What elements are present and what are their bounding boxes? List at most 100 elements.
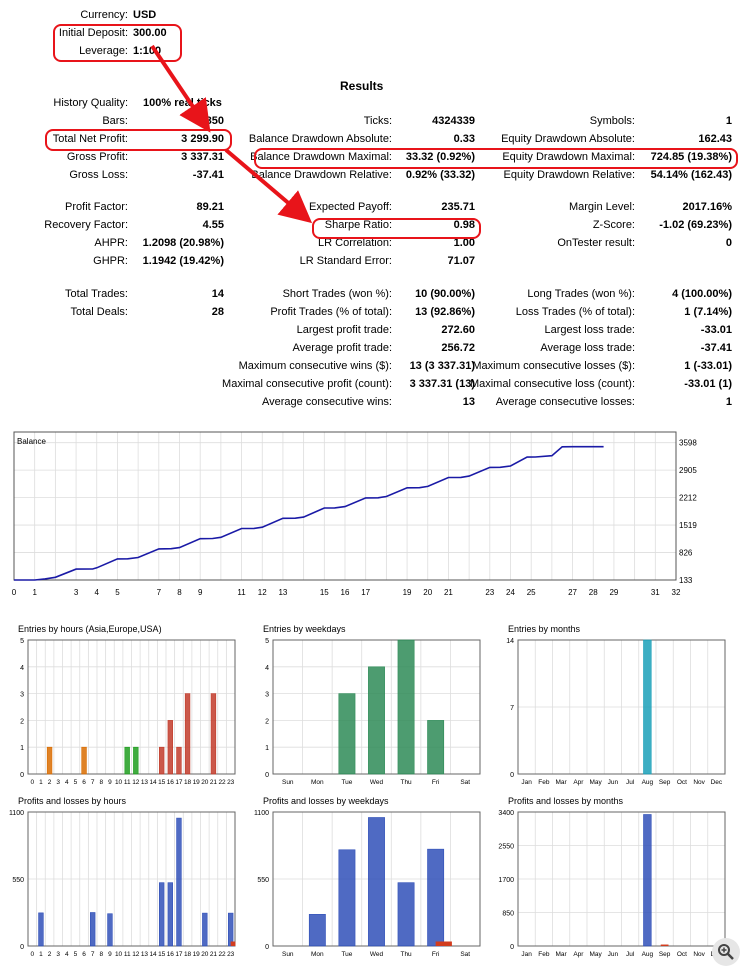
bar [643,814,652,947]
stat-value: 1.00 [453,237,475,249]
stat-label: Balance Drawdown Absolute: [248,133,392,145]
bar [368,666,385,775]
x-tick-label: May [589,779,602,786]
stat-value: 89.21 [196,201,224,213]
chart-title: Profits and losses by hours [18,796,127,806]
stat-value: -1.02 (69.23%) [659,219,732,231]
x-tick-label: Sep [659,779,671,786]
chart-title: Entries by weekdays [263,624,346,634]
x-tick-label: 19 [193,779,201,786]
y-tick-label: 5 [265,638,269,645]
setting-value: 300.00 [133,27,167,39]
x-tick-label: Apr [573,951,584,958]
x-tick-label: 2 [48,779,52,786]
x-tick-label: 15 [158,779,166,786]
x-tick-label: 32 [672,588,681,597]
stat-value: 54.14% (162.43) [650,169,732,181]
x-tick-label: 5 [74,779,78,786]
plot-border [517,639,726,775]
stat-label: Largest profit trade: [296,324,392,336]
stat-value: 1.2098 (20.98%) [142,237,224,249]
x-tick-label: 20 [201,779,209,786]
setting-label: Leverage: [79,45,128,57]
x-tick-label: Sat [460,779,470,786]
stat-value: 256.72 [441,342,475,354]
bar [38,912,44,947]
x-tick-label: Jul [626,951,635,958]
stat-label: Balance Drawdown Relative: [251,169,392,181]
x-tick-label: 28 [589,588,598,597]
stat-label: Equity Drawdown Maximal: [502,151,635,163]
bar [397,882,415,947]
x-tick-label: 12 [132,951,140,958]
stat-label: Symbols: [589,115,635,127]
loss-bar [435,941,452,946]
bar [184,693,191,775]
x-tick-label: 25 [527,588,536,597]
stat-value: 13 (92.86%) [415,306,475,318]
bar [107,913,113,947]
x-tick-label: 10 [115,951,123,958]
x-tick-label: 22 [218,951,226,958]
x-tick-label: 16 [341,588,350,597]
chart-title: Profits and losses by months [508,796,624,806]
stat-label: Maximal consecutive loss (count): [469,378,635,390]
y-tick-label: 0 [20,944,24,951]
stat-value: 0.98 [453,219,475,231]
x-tick-label: 18 [184,779,192,786]
y-tick-label: 14 [506,638,514,645]
x-tick-label: 7 [157,588,162,597]
y-tick-label: 2 [20,718,24,725]
x-tick-label: 6 [82,779,86,786]
setting-label: Initial Deposit: [58,27,128,39]
stat-label: Long Trades (won %): [527,288,635,300]
bar [427,848,445,947]
stat-value: 3 337.31 [181,151,224,163]
stat-label: Average consecutive losses: [495,396,635,408]
x-tick-label: Wed [370,779,384,786]
y-tick-label: 0 [20,772,24,779]
x-tick-label: 24 [506,588,515,597]
bar [427,720,445,775]
x-tick-label: 29 [609,588,618,597]
x-tick-label: Tue [341,951,352,958]
x-tick-label: Mar [556,951,568,958]
x-tick-label: 8 [100,951,104,958]
stat-value: 33.32 (0.92%) [405,151,475,163]
stat-label: Short Trades (won %): [282,288,392,300]
bar [176,817,182,947]
x-tick-label: 0 [31,779,35,786]
pl-by-weekdays-chart: Profits and losses by weekdays 0 550 1100 Su… [254,796,481,958]
y-tick-label: 1100 [9,810,24,817]
x-tick-label: 9 [108,779,112,786]
x-tick-label: 0 [12,588,17,597]
x-tick-label: Mon [311,779,324,786]
x-tick-label: 3 [56,779,60,786]
x-tick-label: 21 [210,951,218,958]
bar [46,746,53,775]
y-tick-label: 826 [679,549,693,558]
x-tick-label: Oct [677,779,687,786]
stat-value: 13 [462,396,475,408]
chart-title: Entries by hours (Asia,Europe,USA) [18,624,162,634]
results-title: Results [340,79,384,93]
stat-label: Z-Score: [592,219,635,231]
stat-value: 10 (90.00%) [415,288,475,300]
y-tick-label: 2 [265,718,269,725]
x-tick-label: Sun [282,779,294,786]
stat-value: 13 (3 337.31) [409,360,475,372]
stat-value: 0 [725,237,732,249]
y-tick-label: 1519 [679,521,697,530]
x-tick-label: 7 [91,779,95,786]
y-tick-label: 7 [510,705,514,712]
y-tick-label: 0 [510,772,514,779]
zoom-in-button[interactable] [712,938,740,966]
setting-value: USD [133,9,157,21]
bar [338,849,356,947]
y-tick-label: 1100 [254,810,269,817]
x-tick-label: 31 [651,588,660,597]
stat-value: 28 [211,306,224,318]
x-tick-label: Nov [693,779,705,786]
x-tick-label: 4 [65,779,69,786]
bar [167,720,173,775]
